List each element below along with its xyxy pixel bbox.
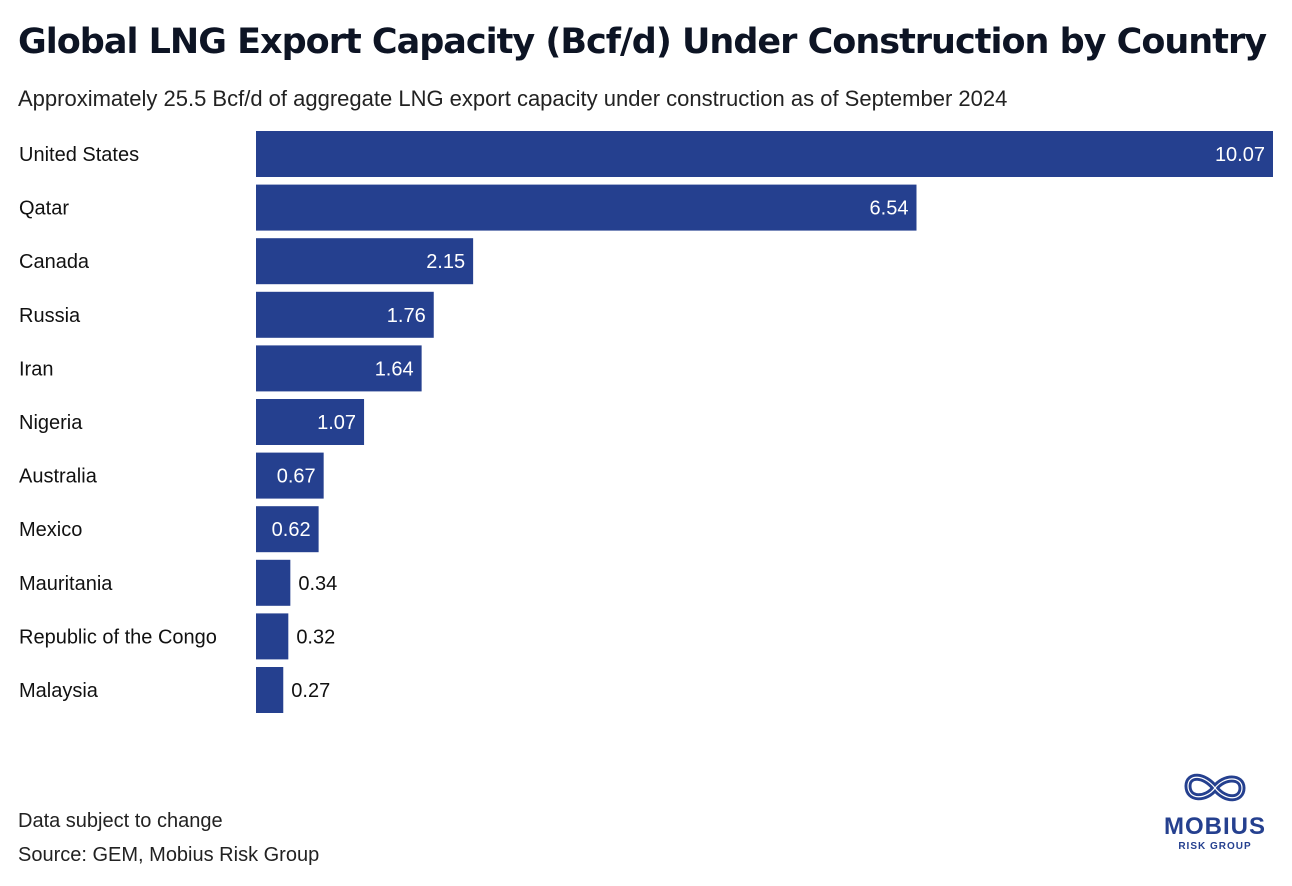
data-label: 1.64 — [375, 358, 414, 380]
data-label: 2.15 — [426, 251, 465, 273]
bar — [256, 399, 365, 445]
bar — [256, 184, 917, 231]
chart-title: Global LNG Export Capacity (Bcf/d) Under… — [18, 22, 1267, 62]
category-label: Malaysia — [19, 680, 99, 702]
bar — [256, 506, 319, 553]
bar — [256, 452, 324, 499]
data-label: 1.07 — [317, 412, 356, 434]
mobius-logo: MOBIUS RISK GROUP — [1150, 770, 1280, 852]
category-label: United States — [19, 144, 139, 166]
data-label: 10.07 — [1215, 144, 1265, 166]
category-label: Australia — [19, 466, 98, 488]
category-label: Republic of the Congo — [19, 626, 217, 648]
data-label: 1.76 — [387, 305, 426, 327]
bar — [256, 131, 1273, 177]
infinity-logo-icon — [1184, 773, 1246, 802]
data-note: Data subject to change — [18, 810, 223, 832]
category-label: Mexico — [19, 519, 82, 541]
source-note: Source: GEM, Mobius Risk Group — [18, 844, 320, 866]
category-label: Iran — [19, 358, 53, 380]
category-label: Canada — [19, 251, 90, 273]
bar — [256, 238, 474, 285]
category-label: Qatar — [19, 198, 69, 220]
bar — [256, 613, 289, 660]
bar — [256, 291, 434, 338]
category-label: Nigeria — [19, 412, 83, 434]
data-label: 6.54 — [870, 198, 909, 220]
data-label: 0.62 — [272, 519, 311, 541]
chart-subtitle: Approximately 25.5 Bcf/d of aggregate LN… — [18, 86, 1008, 111]
category-label: Mauritania — [19, 573, 113, 595]
logo-tagline: RISK GROUP — [1178, 841, 1252, 852]
data-label: 0.34 — [298, 573, 337, 595]
bar — [256, 559, 291, 606]
logo-name: MOBIUS — [1164, 813, 1266, 840]
data-label: 0.67 — [277, 466, 316, 488]
category-label: Russia — [19, 305, 81, 327]
bar — [256, 345, 422, 392]
bar — [256, 667, 284, 713]
data-label: 0.27 — [291, 680, 330, 702]
data-label: 0.32 — [296, 626, 335, 648]
